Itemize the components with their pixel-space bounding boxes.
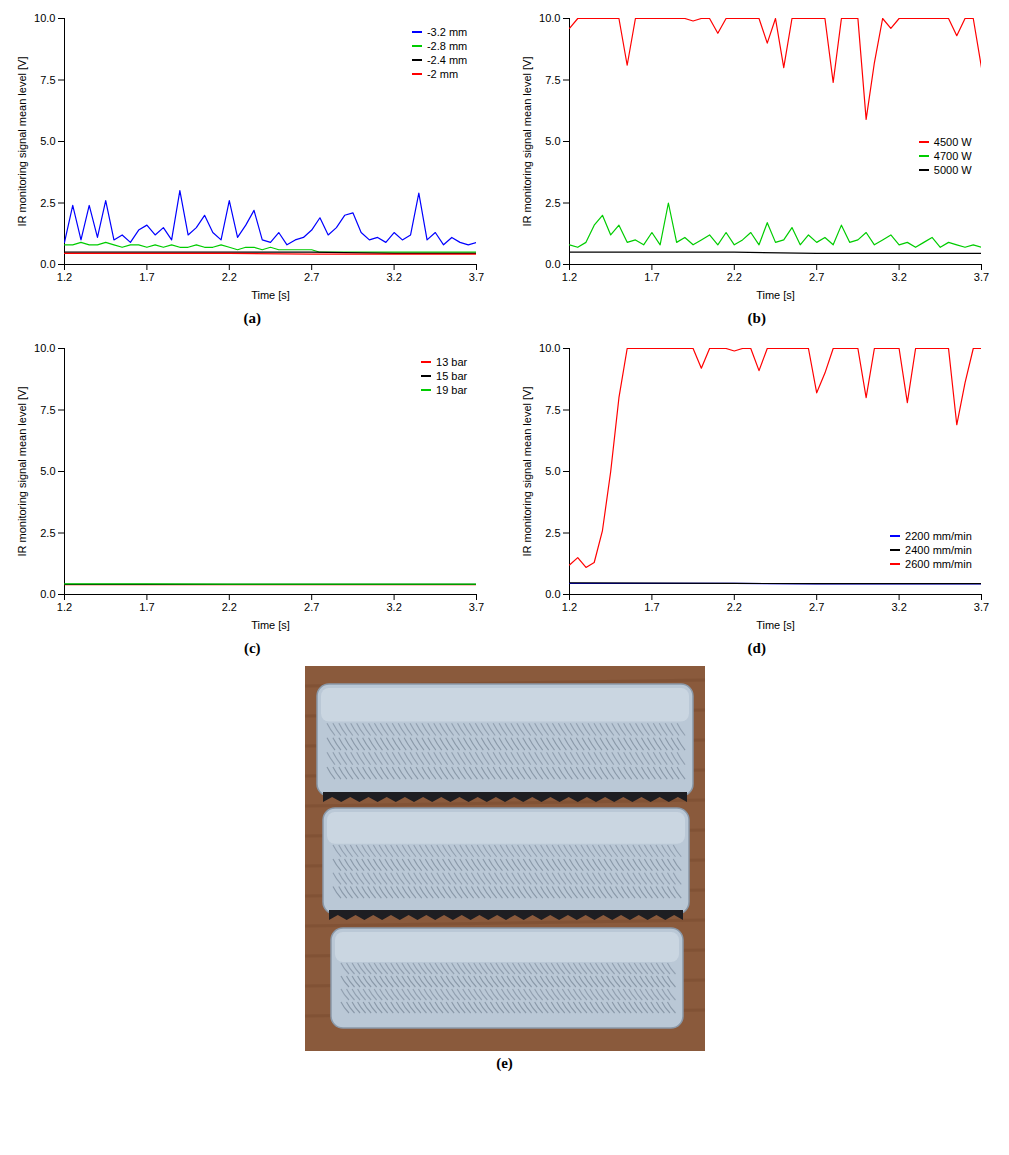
svg-text:1.7: 1.7: [140, 271, 155, 283]
html-text:4700 W: 4700 W: [933, 150, 972, 162]
svg-text:1.2: 1.2: [57, 271, 72, 283]
svg-text:2.2: 2.2: [222, 271, 237, 283]
html-text:19 bar: 19 bar: [436, 384, 468, 396]
svg-text:7.5: 7.5: [545, 74, 560, 86]
svg-text:2.7: 2.7: [304, 601, 319, 613]
html-text:(b): (b): [747, 310, 766, 326]
html-text:5000 W: 5000 W: [933, 164, 972, 176]
svg-text:1.2: 1.2: [562, 601, 577, 613]
html-text:2400 mm/min: 2400 mm/min: [905, 544, 972, 556]
svg-text:3.7: 3.7: [974, 601, 989, 613]
svg-text:2.2: 2.2: [222, 601, 237, 613]
html-text:-3.2 mm: -3.2 mm: [426, 26, 468, 38]
svg-text:3.2: 3.2: [387, 601, 402, 613]
svg-text:IR monitoring signal mean leve: IR monitoring signal mean level [V]: [521, 387, 533, 557]
svg-text:Time [s]: Time [s]: [756, 619, 795, 631]
html-text:(c): (c): [243, 640, 261, 656]
html-text:-2.8 mm: -2.8 mm: [426, 40, 468, 52]
svg-text:2.7: 2.7: [809, 271, 824, 283]
svg-text:7.5: 7.5: [40, 74, 55, 86]
svg-text:3.2: 3.2: [891, 601, 906, 613]
svg-text:0.0: 0.0: [545, 258, 560, 270]
svg-text:2.5: 2.5: [545, 527, 560, 539]
svg-text:IR monitoring signal mean leve: IR monitoring signal mean level [V]: [521, 57, 533, 227]
svg-text:2.2: 2.2: [726, 601, 741, 613]
html-text:(a): (a): [243, 310, 261, 326]
svg-text:2.5: 2.5: [545, 197, 560, 209]
html-text:13 bar: 13 bar: [436, 356, 468, 368]
svg-text:Time [s]: Time [s]: [756, 289, 795, 301]
svg-text:2.7: 2.7: [809, 601, 824, 613]
html-text:-2 mm: -2 mm: [426, 68, 459, 80]
svg-text:2.5: 2.5: [40, 197, 55, 209]
svg-text:7.5: 7.5: [40, 404, 55, 416]
svg-text:10.0: 10.0: [539, 12, 560, 24]
svg-text:1.2: 1.2: [57, 601, 72, 613]
svg-text:1.7: 1.7: [644, 601, 659, 613]
svg-text:IR monitoring signal mean leve: IR monitoring signal mean level [V]: [17, 387, 29, 557]
svg-text:Time [s]: Time [s]: [251, 619, 290, 631]
html-text:(d): (d): [747, 640, 766, 656]
svg-text:3.7: 3.7: [974, 271, 989, 283]
svg-text:0.0: 0.0: [545, 588, 560, 600]
svg-text:10.0: 10.0: [34, 342, 55, 354]
svg-text:Time [s]: Time [s]: [251, 289, 290, 301]
html-text:4500 W: 4500 W: [933, 136, 972, 148]
svg-text:0.0: 0.0: [40, 588, 55, 600]
svg-text:1.2: 1.2: [562, 271, 577, 283]
html-text:2600 mm/min: 2600 mm/min: [905, 558, 972, 570]
svg-text:0.0: 0.0: [40, 258, 55, 270]
svg-text:2.5: 2.5: [40, 527, 55, 539]
svg-text:10.0: 10.0: [34, 12, 55, 24]
html-text:2200 mm/min: 2200 mm/min: [905, 530, 972, 542]
svg-text:2.7: 2.7: [304, 271, 319, 283]
svg-text:3.2: 3.2: [891, 271, 906, 283]
html-text:-2.4 mm: -2.4 mm: [426, 54, 468, 66]
svg-text:10.0: 10.0: [539, 342, 560, 354]
svg-text:1.7: 1.7: [140, 601, 155, 613]
html-text:15 bar: 15 bar: [436, 370, 468, 382]
svg-text:3.7: 3.7: [469, 271, 484, 283]
svg-text:1.7: 1.7: [644, 271, 659, 283]
svg-text:2.2: 2.2: [726, 271, 741, 283]
svg-text:5.0: 5.0: [40, 465, 55, 477]
svg-text:5.0: 5.0: [545, 135, 560, 147]
svg-text:3.7: 3.7: [469, 601, 484, 613]
svg-text:7.5: 7.5: [545, 404, 560, 416]
html-text:(e): (e): [496, 1055, 513, 1071]
svg-text:IR monitoring signal mean leve: IR monitoring signal mean level [V]: [17, 57, 29, 227]
svg-text:5.0: 5.0: [545, 465, 560, 477]
svg-text:5.0: 5.0: [40, 135, 55, 147]
svg-text:3.2: 3.2: [387, 271, 402, 283]
